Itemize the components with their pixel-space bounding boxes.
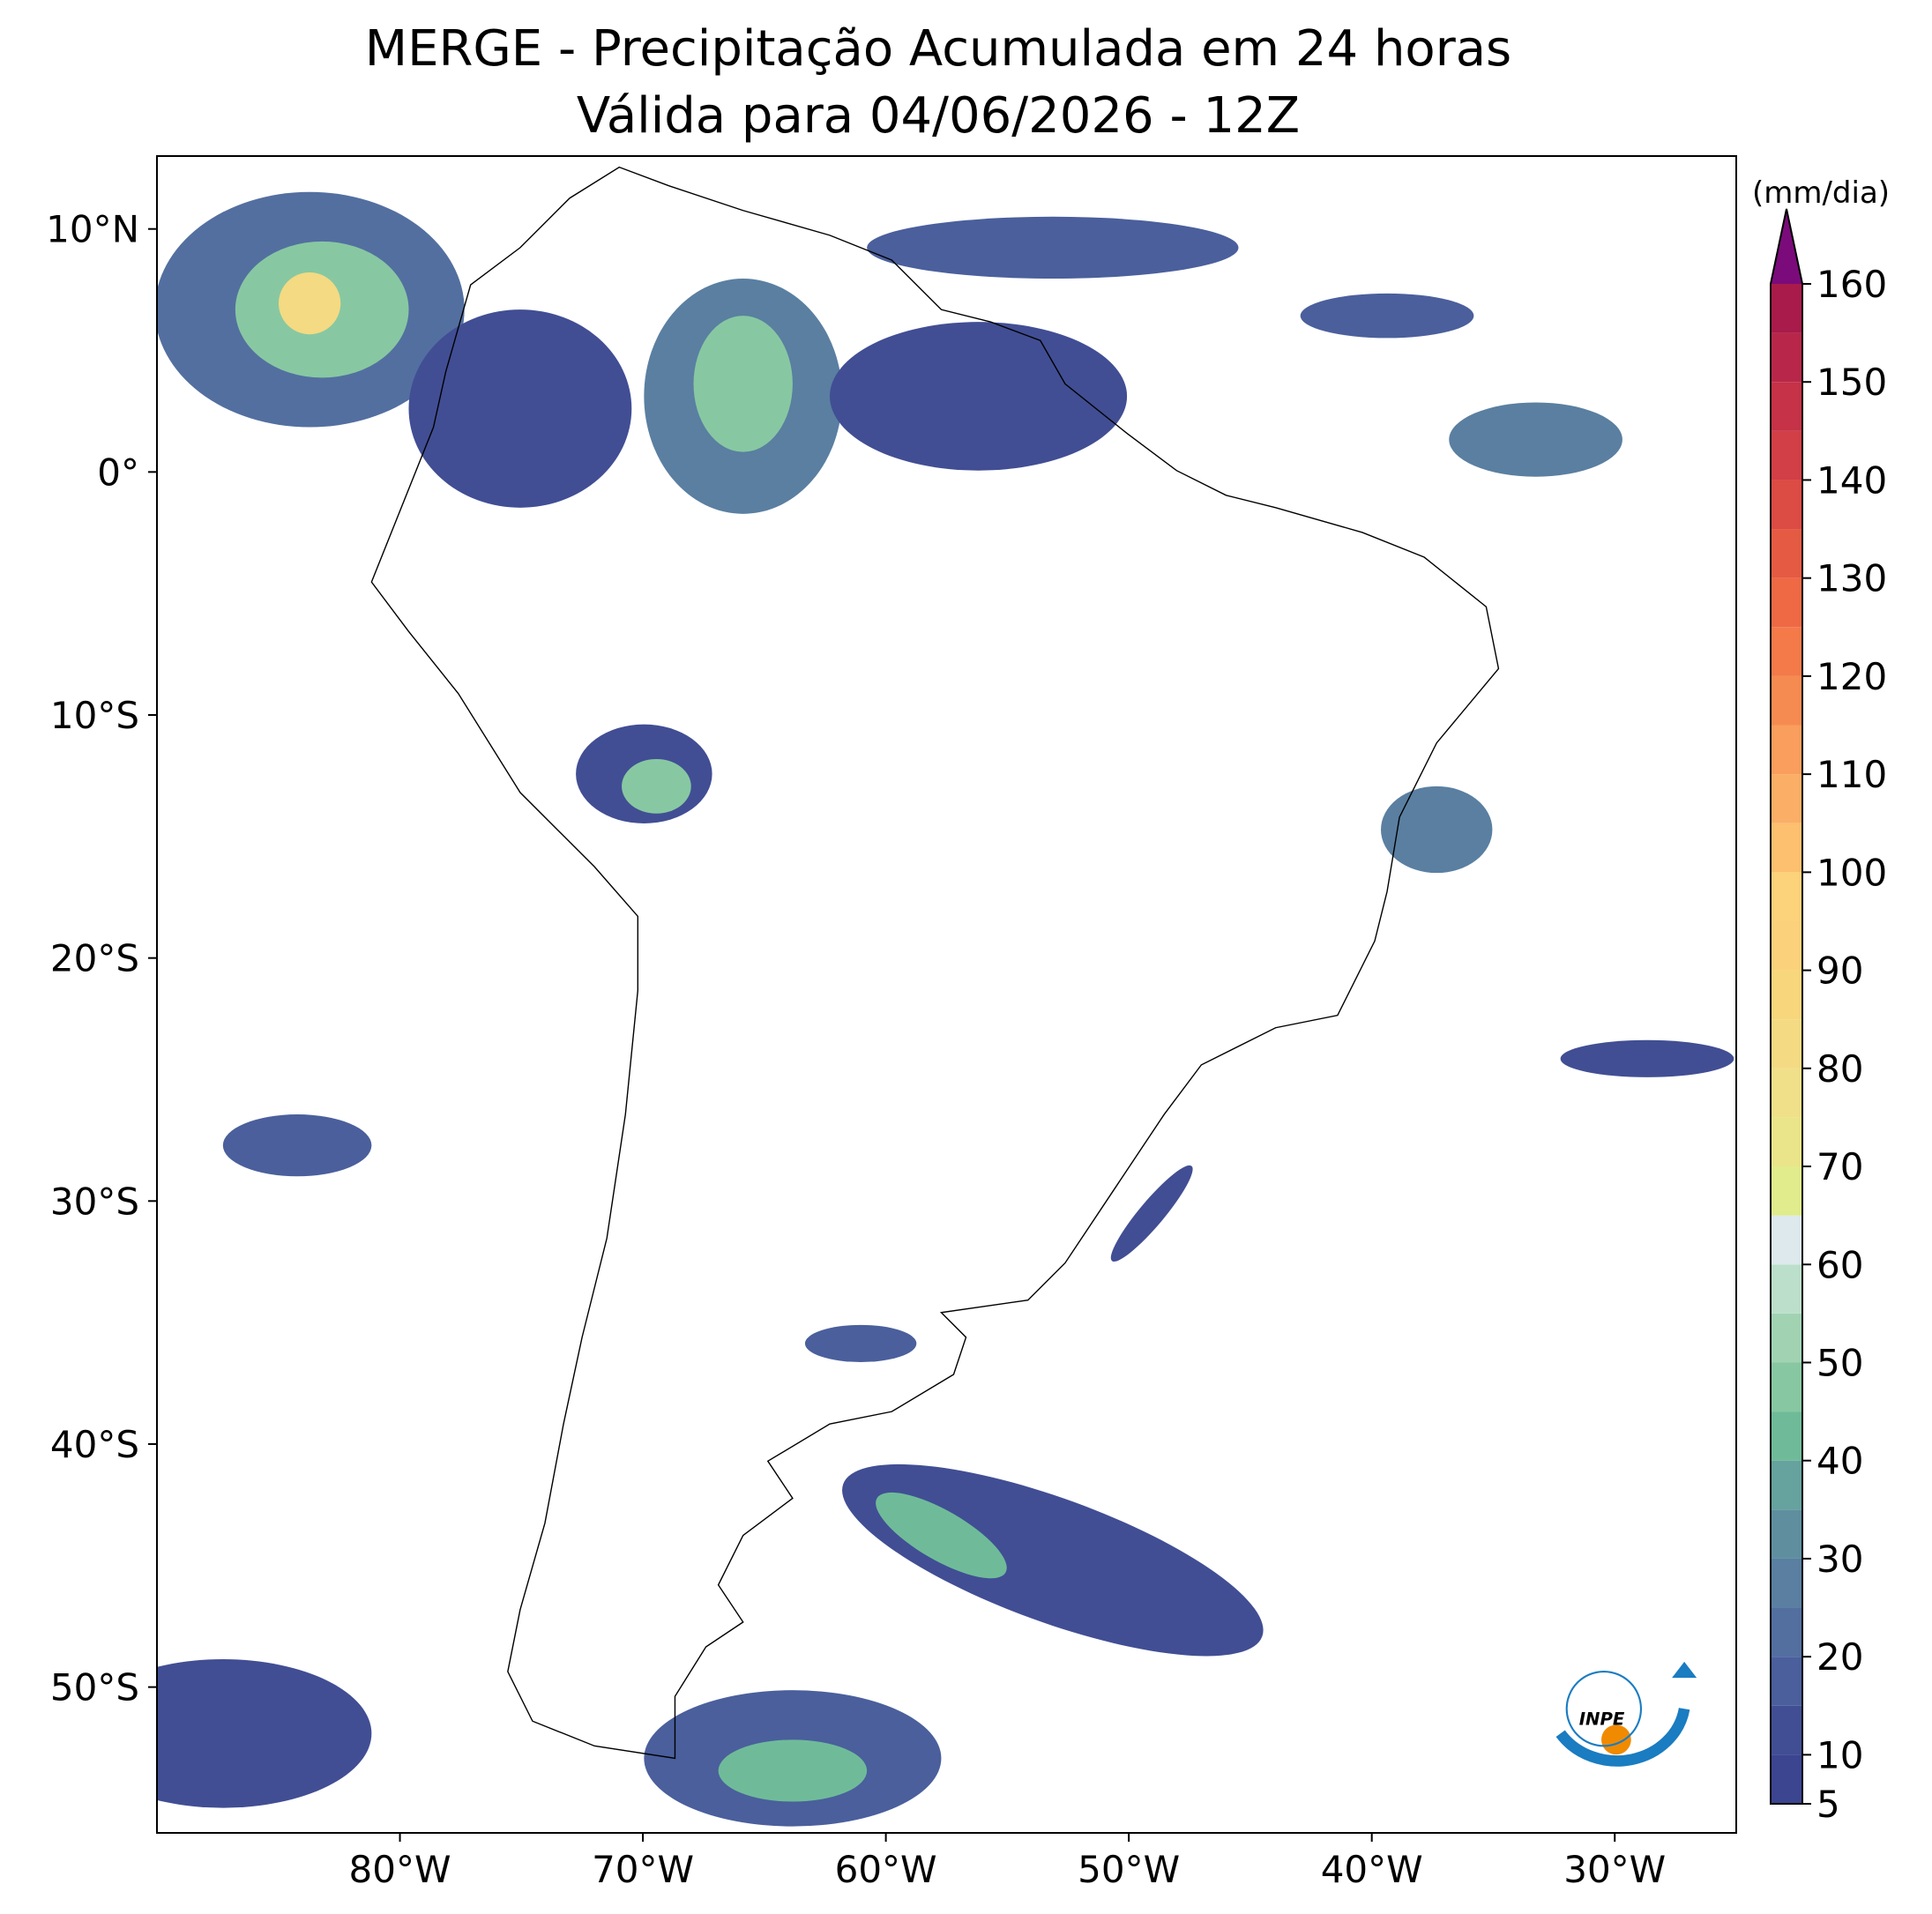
colorbar-tick-label: 10 xyxy=(1816,1733,1863,1776)
y-tick-label: 40°S xyxy=(50,1423,139,1466)
colorbar-segment xyxy=(1771,1117,1802,1167)
colorbar-tick-label: 70 xyxy=(1816,1145,1863,1188)
colorbar-segment xyxy=(1771,872,1802,921)
x-tick-label: 70°W xyxy=(592,1848,694,1891)
colorbar-segment xyxy=(1771,823,1802,873)
coastline xyxy=(370,166,1500,1760)
colorbar-tick-label: 130 xyxy=(1816,557,1887,600)
subtitle: Válida para 04/06/2026 - 12Z xyxy=(577,87,1300,145)
y-tick-label: 30°S xyxy=(50,1180,139,1223)
x-tick-label: 30°W xyxy=(1563,1848,1666,1891)
colorbar-segment xyxy=(1771,1460,1802,1510)
colorbar-tick-label: 100 xyxy=(1816,851,1887,894)
colorbar-tick-label: 60 xyxy=(1816,1243,1863,1286)
y-tick-label: 50°S xyxy=(50,1666,139,1709)
colorbar-segment xyxy=(1771,1264,1802,1314)
colorbar-label: (mm/dia) xyxy=(1752,175,1890,211)
colorbar-tick-label: 140 xyxy=(1816,458,1887,502)
colorbar-segment xyxy=(1771,1362,1802,1412)
colorbar-segment xyxy=(1771,1558,1802,1608)
x-tick-label: 80°W xyxy=(349,1848,451,1891)
colorbar-segment xyxy=(1771,1068,1802,1118)
logo: INPE xyxy=(1555,1661,1697,1767)
colorbar-segment xyxy=(1771,284,1802,333)
colorbar-tick-label: 30 xyxy=(1816,1538,1863,1581)
title: MERGE - Precipitação Acumulada em 24 hor… xyxy=(365,20,1511,78)
x-tick-label: 50°W xyxy=(1078,1848,1180,1891)
colorbar-segment xyxy=(1771,577,1802,628)
colorbar-segment xyxy=(1771,1166,1802,1216)
colorbar-segment xyxy=(1771,1657,1802,1706)
colorbar-tick-label: 20 xyxy=(1816,1635,1863,1679)
colorbar-tick-label: 150 xyxy=(1816,361,1887,404)
colorbar-segment xyxy=(1771,1411,1802,1461)
colorbar-segment xyxy=(1771,1019,1802,1069)
x-tick-label: 40°W xyxy=(1321,1848,1423,1891)
colorbar-tick-label: 50 xyxy=(1816,1341,1863,1384)
colorbar-extend xyxy=(1771,209,1802,284)
colorbar-segment xyxy=(1771,1215,1802,1265)
colorbar-tick-label: 160 xyxy=(1816,263,1887,306)
y-tick-label: 10°N xyxy=(46,208,139,251)
colorbar-tick-label: 40 xyxy=(1816,1440,1863,1483)
colorbar-tick-label: 90 xyxy=(1816,950,1863,993)
map-layer: INPE xyxy=(157,166,1734,1827)
colorbar-segment xyxy=(1771,1607,1802,1657)
colorbar-segment xyxy=(1771,1705,1802,1755)
colorbar-segment xyxy=(1771,332,1802,383)
y-tick-label: 10°S xyxy=(50,694,139,737)
colorbar-segment xyxy=(1771,725,1802,775)
colorbar-segment xyxy=(1771,774,1802,823)
colorbar-tick-label: 110 xyxy=(1816,753,1887,796)
colorbar-segment xyxy=(1771,627,1802,676)
logo-text: INPE xyxy=(1579,1709,1625,1729)
colorbar-outline xyxy=(1770,208,1803,1805)
colorbar-segment xyxy=(1771,1509,1802,1559)
colorbar-segment xyxy=(1771,480,1802,530)
colorbar-segment xyxy=(1771,675,1802,726)
precip-field xyxy=(157,191,1734,1827)
y-tick-label: 0° xyxy=(97,451,139,494)
y-tick-label: 20°S xyxy=(50,937,139,980)
colorbar-segment xyxy=(1771,529,1802,578)
colorbar-segment xyxy=(1771,970,1802,1020)
colorbar-tick-label: 80 xyxy=(1816,1047,1863,1091)
colorbar-segment xyxy=(1771,1313,1802,1363)
colorbar-segment xyxy=(1771,920,1802,971)
colorbar-segment xyxy=(1771,1754,1802,1804)
colorbar-tick-label: 5 xyxy=(1816,1783,1840,1826)
colorbar-segment xyxy=(1771,382,1802,431)
x-tick-label: 60°W xyxy=(835,1848,937,1891)
map-frame xyxy=(156,155,1737,1834)
colorbar-segment xyxy=(1771,430,1802,480)
colorbar-tick-label: 120 xyxy=(1816,655,1887,698)
